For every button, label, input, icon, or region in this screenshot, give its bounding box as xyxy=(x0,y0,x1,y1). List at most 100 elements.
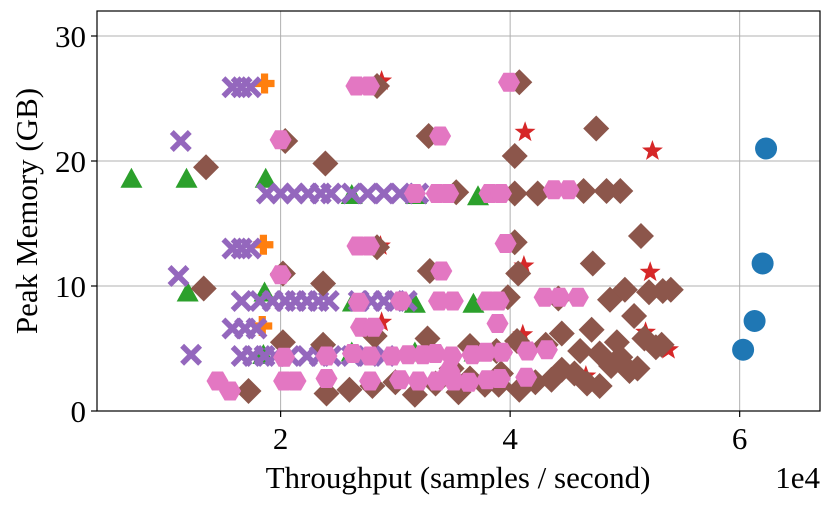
hexagon-marker-point xyxy=(487,291,510,311)
hexagon-marker-point xyxy=(273,347,296,367)
x-marker-point xyxy=(340,182,363,205)
hexagon-marker-point xyxy=(347,292,370,312)
hexagon-marker-point xyxy=(403,184,426,203)
hexagon-marker-point xyxy=(490,184,512,203)
hexagon-marker-point xyxy=(457,372,480,392)
diamond-marker-point xyxy=(586,373,613,399)
hexagon-marker-point xyxy=(488,369,511,388)
hexagon-marker-point xyxy=(515,367,538,387)
hexagon-marker-point xyxy=(424,344,447,363)
plot-area xyxy=(120,69,778,408)
hexagon-marker-point xyxy=(494,234,517,253)
diamond-marker-point xyxy=(593,178,620,204)
hexagon-marker-point xyxy=(475,342,497,362)
x-marker-point xyxy=(245,317,268,340)
x-marker-point xyxy=(180,343,203,366)
diamond-marker-point xyxy=(579,250,606,277)
hexagon-marker-point xyxy=(389,370,411,390)
hexagon-marker-point xyxy=(486,314,509,333)
diamond-marker-point xyxy=(621,303,648,329)
plot-frame xyxy=(96,10,821,412)
x-axis-label: Throughput (samples / second) xyxy=(266,460,651,495)
hexagon-marker-point xyxy=(566,287,589,307)
x-marker-point xyxy=(167,265,190,287)
hexagon-marker-point xyxy=(535,340,558,360)
diamond-marker-point xyxy=(648,331,675,358)
hexagon-marker-point xyxy=(429,126,452,146)
x-marker-point xyxy=(320,182,343,205)
star-marker-point xyxy=(371,311,393,332)
triangle-marker-point xyxy=(403,292,426,313)
plus-marker-point xyxy=(253,234,274,255)
diamond-marker-point xyxy=(567,338,594,364)
plus-marker-point xyxy=(254,73,275,94)
hexagon-marker-point xyxy=(390,291,413,311)
x-marker-point xyxy=(356,182,379,205)
triangle-marker-point xyxy=(176,281,199,302)
diamond-marker-point xyxy=(578,316,605,343)
diamond-marker-point xyxy=(548,320,575,347)
x-axis-scale-label: 1e4 xyxy=(775,460,820,495)
star-marker-point xyxy=(639,261,661,282)
y-tick-label: 30 xyxy=(55,19,86,54)
hexagon-marker-point xyxy=(397,345,419,365)
x-marker-point xyxy=(372,182,395,205)
triangle-marker-point xyxy=(462,292,485,313)
hexagon-marker-point xyxy=(516,341,539,361)
hexagon-marker-point xyxy=(269,130,292,150)
axis-ticks: 2 4 6 0 10 20 30 xyxy=(55,19,747,456)
diamond-marker-point xyxy=(624,355,651,382)
diamond-marker-point xyxy=(336,376,363,403)
diamond-marker-point xyxy=(611,276,638,303)
hexagon-marker-point xyxy=(557,180,580,200)
x-tick-label: 4 xyxy=(502,421,518,456)
diamond-marker-point xyxy=(190,275,217,302)
diamond-marker-point xyxy=(310,270,337,297)
x-marker-point xyxy=(230,290,253,312)
diamond-marker-point xyxy=(570,178,597,204)
star-marker-point xyxy=(642,140,663,160)
hexagon-marker-point xyxy=(362,317,385,337)
hexagon-marker-point xyxy=(491,342,514,362)
hexagon-marker-point xyxy=(430,261,453,281)
star-marker-point xyxy=(513,255,535,275)
hexagon-marker-point xyxy=(269,265,292,285)
diamond-marker-point xyxy=(524,180,551,207)
diamond-marker-point xyxy=(505,260,532,287)
triangle-marker-point xyxy=(120,167,143,188)
star-marker-point xyxy=(514,121,536,142)
x-tick-label: 2 xyxy=(273,421,289,456)
hexagon-marker-point xyxy=(533,287,556,307)
diamond-marker-point xyxy=(627,223,654,249)
hexagon-marker-point xyxy=(284,371,307,391)
x-marker-point xyxy=(389,182,411,205)
triangle-marker-point xyxy=(175,167,198,188)
circle-marker-point xyxy=(755,137,778,160)
x-marker-point xyxy=(169,130,192,152)
diamond-marker-point xyxy=(607,178,634,204)
x-marker-point xyxy=(239,76,262,99)
circle-marker-point xyxy=(743,310,766,332)
hexagon-marker-point xyxy=(428,291,450,311)
circle-marker-point xyxy=(751,252,774,275)
diamond-marker-point xyxy=(657,276,684,303)
y-tick-label: 0 xyxy=(71,394,87,429)
circle-marker-point xyxy=(732,338,755,361)
hexagon-marker-point xyxy=(341,344,364,363)
hexagon-marker-point xyxy=(542,180,565,200)
diamond-marker-point xyxy=(312,150,339,177)
hexagon-marker-point xyxy=(315,369,338,388)
hexagon-marker-point xyxy=(315,346,338,366)
hexagon-marker-point xyxy=(359,346,382,366)
y-tick-label: 10 xyxy=(55,269,86,304)
triangle-marker-point xyxy=(254,167,277,188)
hexagon-marker-point xyxy=(548,287,571,307)
hexagon-marker-point xyxy=(438,361,461,381)
hexagon-marker-point xyxy=(359,371,382,391)
hexagon-marker-point xyxy=(380,346,403,366)
diamond-marker-point xyxy=(501,143,528,169)
hexagon-marker-point xyxy=(407,371,430,391)
y-axis-label: Peak Memory (GB) xyxy=(9,88,44,334)
hexagon-marker-point xyxy=(358,76,380,96)
